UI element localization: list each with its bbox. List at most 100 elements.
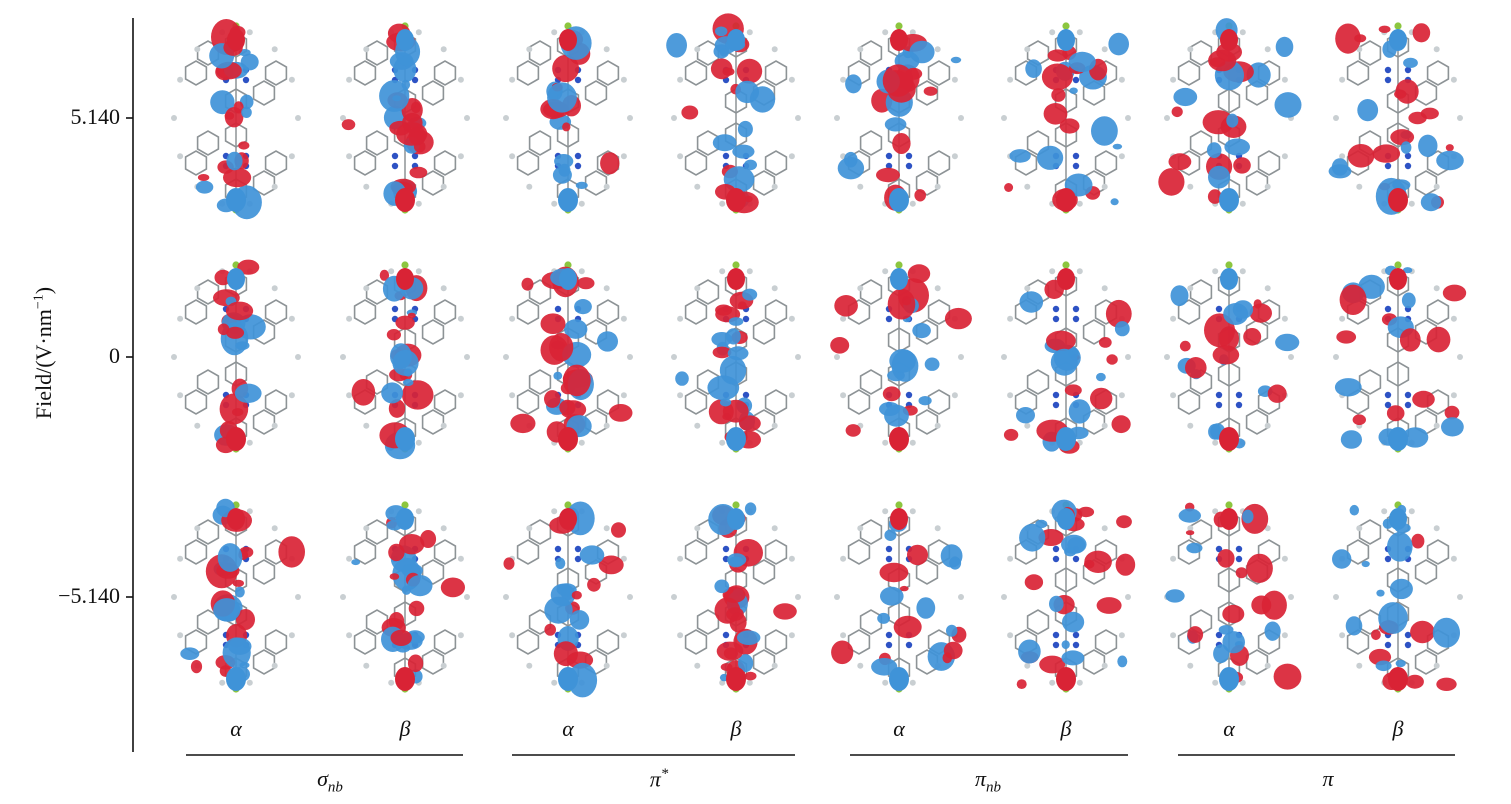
orbital-lobe xyxy=(226,667,246,691)
orbital-lobe xyxy=(1243,328,1262,346)
orbital-lobe xyxy=(830,337,850,354)
orbital-lobe xyxy=(1041,63,1073,91)
orbital-lobe xyxy=(503,557,515,570)
orbital-lobe xyxy=(1420,193,1442,212)
hydrogen-atom xyxy=(882,29,889,36)
hydrogen-atom xyxy=(909,439,916,446)
hydrogen-atom xyxy=(603,285,610,292)
orbital-lobe xyxy=(1347,144,1375,168)
hydrogen-atom xyxy=(603,183,610,190)
hydrogen-atom xyxy=(171,115,177,121)
hydrogen-atom xyxy=(677,76,684,83)
hydrogen-atom xyxy=(340,354,346,360)
orbital-lobe xyxy=(1209,57,1226,68)
orbital-lobe xyxy=(396,29,414,51)
hydrogen-atom xyxy=(271,183,278,190)
hydrogen-atom xyxy=(1339,632,1346,639)
orbital-lobe xyxy=(1158,168,1185,196)
group-label-pi: π xyxy=(1322,766,1334,791)
hydrogen-atom xyxy=(363,285,370,292)
hydrogen-atom xyxy=(1118,392,1125,399)
orbital-lobe xyxy=(1077,506,1095,518)
hydrogen-atom xyxy=(677,315,684,322)
orbital-lobe xyxy=(1261,590,1287,620)
hydrogen-atom xyxy=(1024,183,1031,190)
hydrogen-atom xyxy=(1076,29,1083,36)
orbital-lobe xyxy=(1399,328,1421,352)
group-label-pi-nb: πnb xyxy=(974,766,1002,796)
orbital-lobe xyxy=(880,586,904,606)
nitrogen-atom xyxy=(1384,391,1392,399)
hydrogen-atom xyxy=(1001,354,1007,360)
orbital-lobe xyxy=(1222,631,1245,654)
hydrogen-atom xyxy=(620,315,627,322)
orbital-lobe xyxy=(226,151,243,171)
orbital-lobe xyxy=(562,122,571,132)
orbital-lobe xyxy=(213,598,241,622)
nitrogen-atom xyxy=(885,641,893,649)
nitrogen-atom xyxy=(905,391,913,399)
orbital-lobe xyxy=(727,508,745,530)
orbital-lobe xyxy=(1046,330,1076,351)
hydrogen-atom xyxy=(1101,422,1108,429)
orbital-lobe xyxy=(222,637,251,668)
orbital-lobe xyxy=(571,590,582,600)
orbital-lobe xyxy=(1098,337,1112,348)
nitrogen-atom xyxy=(1052,641,1060,649)
hydrogen-atom xyxy=(363,183,370,190)
orbital-lobe xyxy=(1275,36,1294,58)
orbital-lobe xyxy=(217,543,243,572)
hydrogen-atom xyxy=(857,525,864,532)
hydrogen-atom xyxy=(288,315,295,322)
orbital-lobe xyxy=(1112,143,1123,150)
hydrogen-atom xyxy=(771,183,778,190)
hydrogen-atom xyxy=(246,679,253,686)
molecule-skeleton xyxy=(184,122,288,204)
orbital-lobe xyxy=(887,288,916,320)
nitrogen-atom xyxy=(1072,152,1080,160)
hydrogen-atom xyxy=(1457,354,1463,360)
hydrogen-atom xyxy=(788,555,795,562)
orbital-lobe xyxy=(559,508,577,530)
hydrogen-atom xyxy=(340,115,346,121)
hydrogen-atom xyxy=(1333,354,1339,360)
orbital-lobe xyxy=(1390,129,1415,146)
orbital-lobe xyxy=(1047,49,1068,62)
orbital-lobe xyxy=(727,268,745,290)
hydrogen-atom xyxy=(882,679,889,686)
hydrogen-atom xyxy=(1281,555,1288,562)
hydrogen-atom xyxy=(246,508,253,515)
hydrogen-atom xyxy=(295,115,301,121)
orbital-lobe xyxy=(574,299,592,315)
orbital-lobe xyxy=(727,29,745,51)
nitrogen-atom xyxy=(742,391,750,399)
orbital-panels xyxy=(171,13,1467,698)
hydrogen-atom xyxy=(834,354,840,360)
nitrogen-atom xyxy=(1235,545,1243,553)
orbital-lobe xyxy=(1068,51,1096,72)
chlorine-atom xyxy=(1225,261,1233,269)
orbital-lobe xyxy=(577,277,595,290)
orbital-lobe xyxy=(559,399,576,416)
nitrogen-atom xyxy=(574,162,582,170)
orbital-lobe xyxy=(1057,29,1075,51)
orbital-lobe xyxy=(402,112,423,133)
hydrogen-atom xyxy=(746,29,753,36)
orbital-lobe xyxy=(1090,387,1113,410)
orbital-lobe xyxy=(899,585,909,592)
hydrogen-atom xyxy=(620,632,627,639)
hydrogen-atom xyxy=(464,594,470,600)
orbital-lobe xyxy=(569,610,590,630)
orbital-lobe xyxy=(1168,153,1192,171)
hydrogen-atom xyxy=(1433,285,1440,292)
nitrogen-atom xyxy=(1052,555,1060,563)
orbital-lobe xyxy=(837,157,865,180)
orbital-lobe xyxy=(882,386,901,402)
hydrogen-atom xyxy=(603,525,610,532)
orbital-lobe xyxy=(773,603,797,620)
hydrogen-atom xyxy=(526,525,533,532)
hydrogen-atom xyxy=(363,422,370,429)
hydrogen-atom xyxy=(295,594,301,600)
orbital-panel xyxy=(340,22,470,214)
orbital-lobe xyxy=(1328,164,1352,179)
